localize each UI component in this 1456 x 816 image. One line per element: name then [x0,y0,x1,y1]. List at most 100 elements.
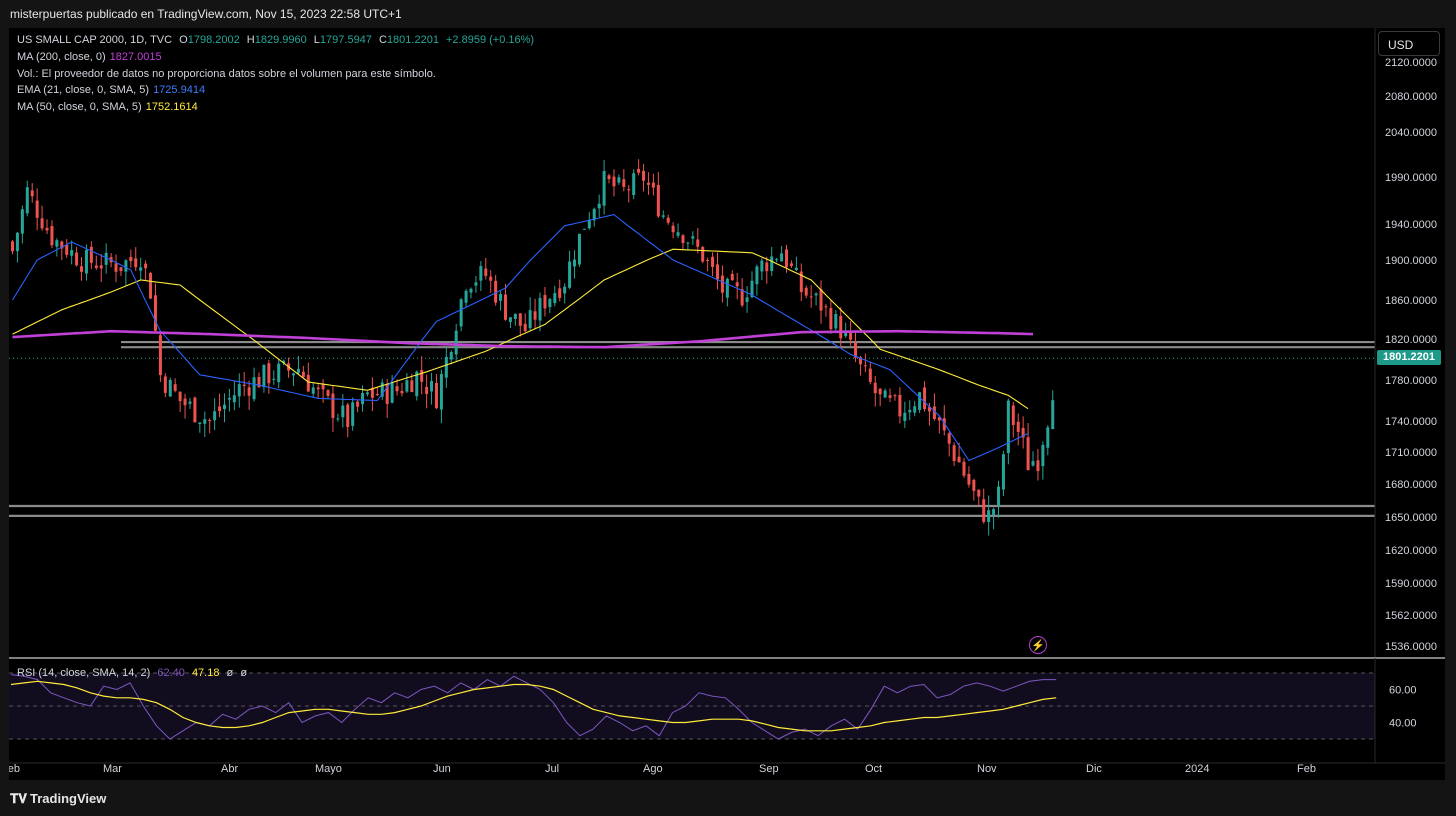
candle-body [459,299,463,327]
time-tick-label: Sep [759,763,779,775]
ma50-legend[interactable]: MA (50, close, 0, SMA, 5) 1752.1614 [17,101,198,113]
candle-body [405,380,409,392]
candle-body [528,310,532,329]
candle-body [829,308,833,330]
candle-body [316,387,320,390]
ema21-legend[interactable]: EMA (21, close, 0, SMA, 5) 1725.9414 [17,84,205,96]
ma200-legend[interactable]: MA (200, close, 0) 1827.0015 [17,51,162,63]
candle-body [538,297,542,321]
currency-button[interactable]: USD [1378,31,1440,56]
candle-body [937,417,941,421]
candle-body [809,296,813,298]
last-price-tag: 1801.2201 [1377,350,1441,365]
candle-body [60,241,64,249]
candle-body [1006,400,1010,454]
candle-body [750,280,754,298]
ma50-label: MA (50, close, 0, SMA, 5) [17,101,142,113]
tradingview-logo[interactable]: 𝐓𝐕 TradingView [10,791,106,807]
candle-body [918,392,922,410]
rsi-legend[interactable]: RSI (14, close, SMA, 14, 2) 62.40 47.18 … [17,667,247,679]
candle-body [972,479,976,491]
candle-body [237,384,241,397]
candle-body [454,330,458,355]
candle-body [923,387,927,410]
candle-body [627,189,631,191]
price-tick-label: 1562.0000 [1385,610,1437,622]
candle-body [70,250,74,256]
candle-body [651,182,655,188]
candle-body [834,313,838,329]
candle-body [178,391,182,402]
symbol-name[interactable]: US SMALL CAP 2000, 1D, TVC [17,34,173,46]
candle-body [715,264,719,280]
candle-body [888,395,892,398]
high-value: 1829.9960 [254,34,307,46]
candle-body [617,177,621,183]
candle-body [785,249,789,268]
candle-body [735,282,739,287]
candle-body [666,217,670,223]
candle-body [1051,400,1055,430]
candle-body [932,406,936,420]
candle-body [375,394,379,396]
time-tick-label: Nov [977,763,997,775]
candle-body [282,360,286,363]
candle-body [331,393,335,418]
candle-body [987,510,991,522]
price-tick-label: 1536.0000 [1385,641,1437,653]
candle-body [523,323,527,332]
candle-body [222,404,226,410]
candle-body [346,404,350,428]
candle-body [336,418,340,420]
candle-body [844,332,848,337]
rsi-ma-line [10,680,1057,732]
candle-body [543,294,547,309]
candle-body [558,288,562,298]
candle-body [533,311,537,320]
candle-body [158,335,162,376]
candle-body [967,473,971,485]
candle-body [469,288,473,293]
candle-body [740,289,744,306]
low-label: L [313,34,320,46]
volume-note-text: Vol.: El proveedor de datos no proporcio… [17,68,436,80]
candle-body [898,394,902,417]
candle-body [824,306,828,308]
candle-body [671,225,675,233]
chart-frame[interactable]: 2120.0000 2080.0000 2040.0000 1990.0000 1940… [1,28,1445,780]
rsi-ma-value: 47.18 [191,667,220,679]
candle-body [952,445,956,462]
candle-body [75,252,79,266]
candle-body [1001,454,1005,490]
price-tick-label: 2040.0000 [1385,127,1437,139]
candle-body [720,275,724,293]
candle-body [553,293,557,304]
candle-body [400,391,404,394]
candle-body [681,235,685,244]
candle-body [504,294,507,320]
candle-body [306,374,310,392]
candle-body [858,357,862,365]
chart-svg[interactable]: 2120.0000 2080.0000 2040.0000 1990.0000 1940… [1,28,1445,780]
candle-body [296,368,300,373]
candle-body [794,267,798,271]
candle-body [592,208,596,221]
candle-body [789,263,793,266]
publish-header: misterpuertas publicado en TradingView.c… [0,0,1456,28]
candle-body [568,261,572,288]
candle-body [587,220,591,229]
candle-body [642,170,646,181]
low-value: 1797.5947 [319,34,372,46]
candle-body [775,259,779,261]
candle-body [696,239,700,247]
candle-body [839,315,843,339]
candle-body [1011,405,1015,426]
candle-body [173,384,177,391]
candle-body [183,398,187,406]
bolt-icon[interactable]: ⚡ [1029,636,1047,654]
candle-body [65,245,69,255]
time-tick-label: Dic [1086,763,1102,775]
candle-body [804,287,808,296]
candle-body [50,226,54,246]
candle-body [361,393,365,405]
